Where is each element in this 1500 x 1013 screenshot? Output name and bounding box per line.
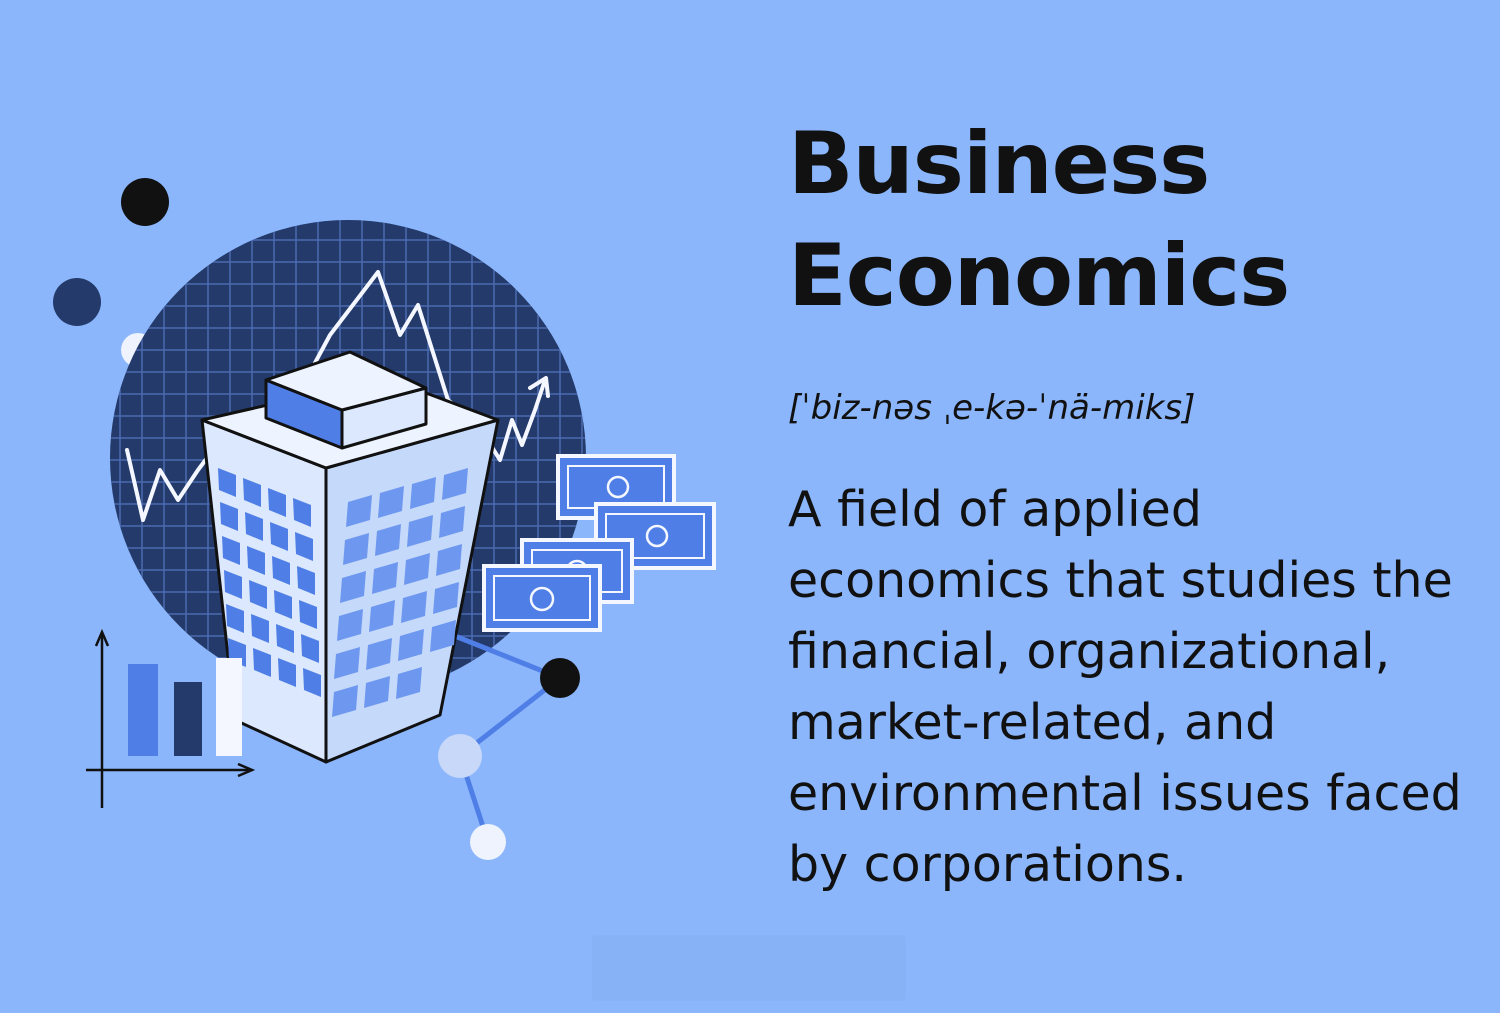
- office-building-icon: [200, 350, 500, 764]
- decorative-dot-black: [121, 178, 169, 226]
- title-line-1: Business: [788, 114, 1210, 214]
- pronunciation: [ˈbiz-nəs ˌe-kə-ˈnä-miks]: [788, 388, 1196, 428]
- network-dots-icon: [438, 631, 580, 860]
- bar-chart-icon: [86, 628, 256, 808]
- line-chart-icon: [125, 270, 550, 522]
- decorative-dot-navy: [53, 278, 101, 326]
- page-title: Business Economics: [788, 108, 1478, 332]
- bottom-overlay-bar: [592, 935, 906, 1001]
- definition-text: A field of applied economics that studie…: [788, 481, 1462, 893]
- definition-panel: Business Economics [ˈbiz-nəs ˌe-kə-ˈnä-m…: [788, 108, 1478, 900]
- money-bills-icon: [482, 454, 716, 632]
- business-illustration: [53, 178, 716, 860]
- title-line-2: Economics: [788, 226, 1290, 326]
